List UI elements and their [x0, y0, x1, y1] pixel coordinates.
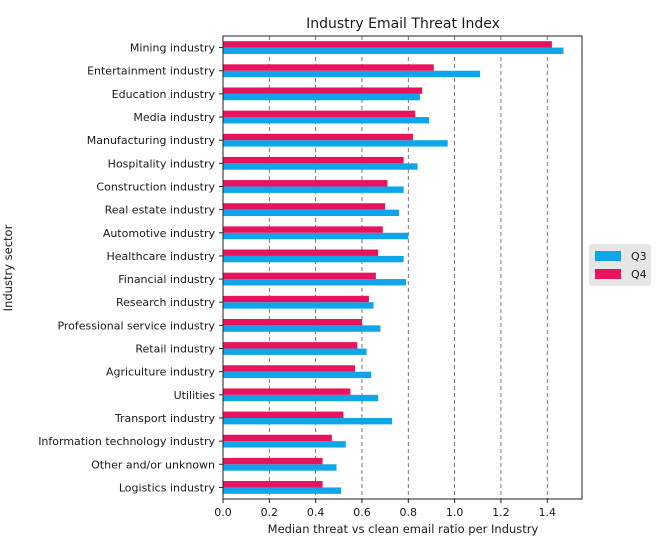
- bar-q4: [223, 110, 416, 118]
- bar-q4: [223, 133, 413, 141]
- y-tick-label: Healthcare industry: [106, 250, 215, 263]
- bar-q3: [223, 394, 379, 402]
- bar-q3: [223, 186, 404, 193]
- y-tick-label: Manufacturing industry: [87, 134, 216, 147]
- x-axis-label: Median threat vs clean email ratio per I…: [268, 522, 539, 536]
- bar-q4: [223, 411, 344, 418]
- x-tick-label: 0.4: [307, 506, 325, 519]
- y-tick-label: Transport industry: [114, 412, 216, 425]
- bar-q3: [223, 255, 404, 263]
- bar-q3: [223, 47, 564, 54]
- bar-q4: [223, 318, 362, 326]
- bar-q3: [223, 117, 430, 124]
- legend-swatch-q4: [595, 269, 621, 279]
- x-tick-label: 0.6: [353, 506, 371, 519]
- bar-q4: [223, 434, 332, 442]
- x-tick-label: 1.0: [446, 506, 464, 519]
- bar-q4: [223, 388, 351, 395]
- bar-q4: [223, 295, 369, 303]
- bar-q3: [223, 487, 342, 494]
- bar-q4: [223, 226, 383, 233]
- bar-q3: [223, 279, 406, 286]
- bars: [223, 41, 564, 494]
- bar-q4: [223, 41, 552, 48]
- bar-q4: [223, 457, 323, 465]
- bar-q4: [223, 203, 386, 210]
- x-tick-label: 0.0: [214, 506, 232, 519]
- y-tick-label: Utilities: [174, 389, 216, 402]
- legend: Q3 Q4: [589, 244, 651, 286]
- bar-q3: [223, 417, 393, 425]
- legend-label-q3: Q3: [631, 249, 647, 263]
- bar-q4: [223, 365, 356, 372]
- bar-q4: [223, 342, 358, 349]
- y-tick-label: Hospitality industry: [108, 157, 216, 170]
- bar-q3: [223, 93, 420, 101]
- bar-q4: [223, 481, 323, 488]
- x-tick-label: 0.8: [400, 506, 418, 519]
- bar-q4: [223, 156, 404, 164]
- bar-q4: [223, 249, 379, 256]
- x-tick-label: 1.2: [492, 506, 510, 519]
- y-tick-label: Financial industry: [118, 273, 215, 286]
- legend-item-q3: Q3: [595, 249, 647, 263]
- x-tick-label: 0.2: [261, 506, 279, 519]
- y-tick-label: Retail industry: [135, 343, 215, 356]
- bar-q3: [223, 70, 481, 78]
- y-tick-label: Automotive industry: [103, 227, 216, 240]
- bar-q4: [223, 87, 423, 94]
- grid-lines: [268, 36, 548, 499]
- y-tick-label: Education industry: [112, 88, 216, 101]
- y-axis-ticks: Mining industry Entertainment industry Edu…: [38, 42, 223, 494]
- y-tick-label: Construction industry: [96, 180, 215, 193]
- bar-q3: [223, 348, 367, 355]
- chart-title: Industry Email Threat Index: [306, 16, 500, 32]
- bar-q3: [223, 441, 346, 448]
- bar-q3: [223, 325, 381, 332]
- y-tick-label: Research industry: [116, 296, 216, 309]
- bar-q4: [223, 272, 376, 280]
- bar-q3: [223, 302, 374, 309]
- plot-frame: [222, 35, 583, 500]
- legend-item-q4: Q4: [595, 267, 647, 281]
- bar-q3: [223, 163, 418, 170]
- x-axis-ticks: 0.0 0.2 0.4 0.6 0.8 1.0 1.2 1.4: [214, 499, 556, 519]
- legend-swatch-q3: [595, 251, 621, 261]
- x-tick-label: 1.4: [539, 506, 557, 519]
- y-tick-label: Mining industry: [130, 42, 216, 55]
- y-tick-label: Media industry: [133, 111, 215, 124]
- y-tick-label: Professional service industry: [57, 319, 215, 332]
- y-tick-label: Other and/or unknown: [91, 458, 215, 471]
- y-tick-label: Agriculture industry: [106, 366, 216, 379]
- bar-q3: [223, 464, 337, 471]
- y-tick-label: Logistics industry: [119, 481, 216, 494]
- bar-q3: [223, 371, 372, 379]
- legend-label-q4: Q4: [631, 267, 647, 281]
- bar-q3: [223, 209, 400, 217]
- bar-q3: [223, 140, 448, 147]
- bar-q4: [223, 180, 388, 187]
- y-tick-label: Information technology industry: [38, 435, 215, 448]
- y-tick-label: Entertainment industry: [87, 65, 215, 78]
- y-tick-label: Real estate industry: [105, 204, 216, 217]
- bar-q4: [223, 64, 434, 71]
- y-axis-label: Industry sector: [1, 224, 15, 311]
- bar-q3: [223, 232, 409, 240]
